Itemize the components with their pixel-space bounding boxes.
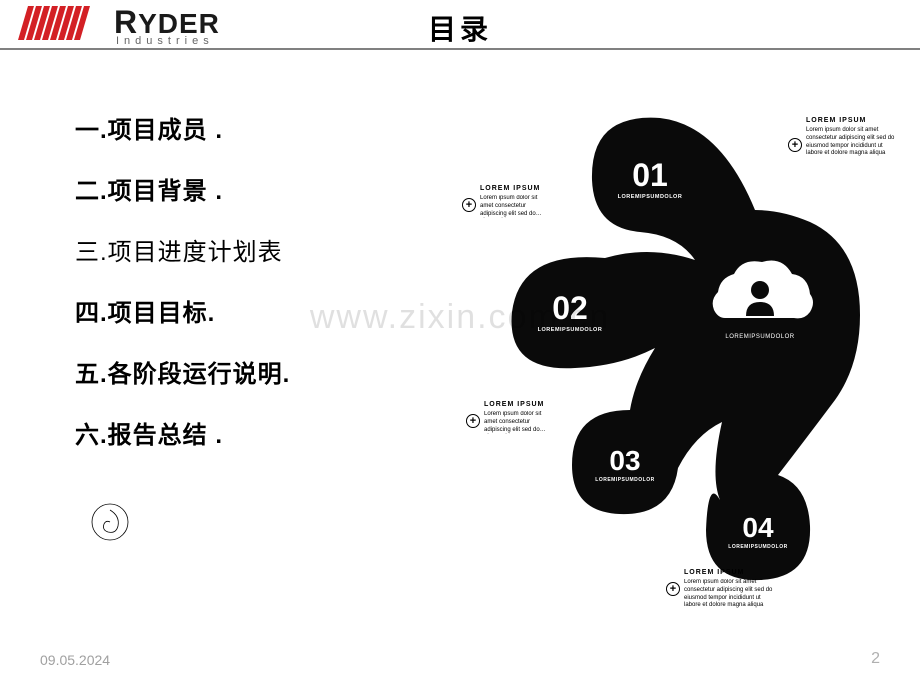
node-02-label: 02: [552, 290, 588, 326]
marker-heading-4: LOREM IPSUM: [684, 568, 774, 577]
node-04-label: 04: [742, 512, 774, 543]
plus-marker-3: +: [466, 414, 480, 428]
toc-item-2: 二.项目背景 .: [75, 171, 290, 206]
marker-text-2: LOREM IPSUM Lorem ipsum dolor sit amet c…: [480, 184, 550, 218]
marker-text-4: LOREM IPSUM Lorem ipsum dolor sit amet c…: [684, 568, 774, 610]
logo-text: RYDER Industries: [114, 6, 220, 47]
marker-body-1: Lorem ipsum dolor sit amet consectetur a…: [806, 127, 896, 158]
marker-heading-1: LOREM IPSUM: [806, 116, 896, 125]
node-01-label: 01: [632, 157, 668, 193]
marker-text-3: LOREM IPSUM Lorem ipsum dolor sit amet c…: [484, 400, 554, 434]
plus-marker-2: +: [462, 198, 476, 212]
footer-page: 2: [871, 650, 880, 668]
page-title: 目录: [428, 8, 492, 48]
node-01-sub: LOREMIPSUMDOLOR: [618, 194, 683, 200]
marker-body-2: Lorem ipsum dolor sit amet consectetur a…: [480, 195, 550, 218]
toc-list: 一.项目成员 . 二.项目背景 . 三.项目进度计划表 四.项目目标. 五.各阶…: [75, 110, 290, 450]
marker-heading-2: LOREM IPSUM: [480, 184, 550, 193]
toc-item-3: 三.项目进度计划表: [75, 232, 290, 267]
center-sub: LOREMIPSUMDOLOR: [725, 334, 794, 340]
node-03-sub: LOREMIPSUMDOLOR: [595, 477, 654, 483]
logo: RYDER Industries: [18, 6, 220, 47]
logo-main: RYDER: [114, 6, 220, 38]
node-03-label: 03: [609, 445, 640, 476]
plus-marker-1: +: [788, 138, 802, 152]
blob-svg: 01 LOREMIPSUMDOLOR 02 LOREMIPSUMDOLOR 03…: [410, 80, 890, 620]
logo-sub: Industries: [116, 36, 220, 47]
toc-item-6: 六.报告总结 .: [75, 415, 290, 450]
footer-date: 09.05.2024: [40, 652, 110, 668]
marker-heading-3: LOREM IPSUM: [484, 400, 554, 409]
logo-stripes-icon: [18, 6, 108, 40]
toc-item-5: 五.各阶段运行说明.: [75, 354, 290, 389]
toc-item-4: 四.项目目标.: [75, 293, 290, 328]
marker-body-4: Lorem ipsum dolor sit amet consectetur a…: [684, 579, 774, 610]
node-02-sub: LOREMIPSUMDOLOR: [538, 327, 603, 333]
swirl-icon: [90, 502, 130, 542]
marker-body-3: Lorem ipsum dolor sit amet consectetur a…: [484, 411, 554, 434]
node-04-sub: LOREMIPSUMDOLOR: [728, 544, 787, 550]
plus-marker-4: +: [666, 582, 680, 596]
marker-text-1: LOREM IPSUM Lorem ipsum dolor sit amet c…: [806, 116, 896, 158]
blob-diagram: 01 LOREMIPSUMDOLOR 02 LOREMIPSUMDOLOR 03…: [410, 80, 890, 620]
header: RYDER Industries 目录: [0, 0, 920, 50]
toc-item-1: 一.项目成员 .: [75, 110, 290, 145]
